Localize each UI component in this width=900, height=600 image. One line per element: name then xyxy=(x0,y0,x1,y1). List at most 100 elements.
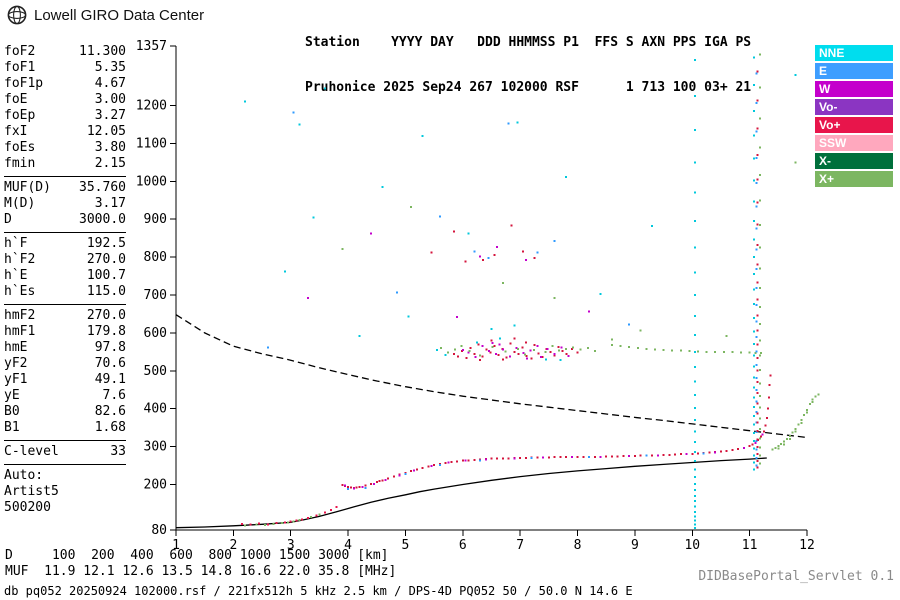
param-row-ye: yE 7.6 xyxy=(4,388,126,404)
param-label: h`F2 xyxy=(4,252,36,267)
curve-true-height-profile xyxy=(175,457,767,529)
series-spread-column-green xyxy=(759,53,761,465)
svg-text:8: 8 xyxy=(574,538,582,553)
param-label: C-level xyxy=(4,444,59,459)
param-divider xyxy=(4,232,126,233)
legend-item-vo: Vo- xyxy=(815,99,893,115)
param-value: 82.6 xyxy=(94,404,126,419)
series-noise-green xyxy=(341,161,797,341)
svg-text:1200: 1200 xyxy=(136,99,167,114)
station-header-values: Pruhonice 2025 Sep24 267 102000 RSF 1 71… xyxy=(305,80,752,95)
param-label: B1 xyxy=(4,420,20,435)
param-divider xyxy=(4,440,126,441)
svg-text:1: 1 xyxy=(172,538,180,553)
param-row-hf2: h`F2 270.0 xyxy=(4,252,126,268)
param-value: 12.05 xyxy=(86,124,126,139)
param-label: foEp xyxy=(4,108,36,123)
muf-row: MUF 11.9 12.1 12.6 13.5 14.8 16.6 22.0 3… xyxy=(5,564,397,579)
param-row-hmf1: hmF1 179.8 xyxy=(4,324,126,340)
param-row-d: D 3000.0 xyxy=(4,212,126,228)
series-f-trace-o xyxy=(341,374,772,489)
param-row-yf1: yF1 49.1 xyxy=(4,372,126,388)
series-spread-column-blue xyxy=(755,72,758,467)
brand: Lowell GIRO Data Center xyxy=(6,4,204,26)
param-label: MUF(D) xyxy=(4,180,51,195)
measurement-info-line: db pq052 20250924 102000.rsf / 221fx512h… xyxy=(4,584,633,598)
curve-muf-transmission-curve xyxy=(175,314,808,439)
param-row-he: h`E 100.7 xyxy=(4,268,126,284)
param-label: hmF1 xyxy=(4,324,36,339)
series-spread-column-red xyxy=(756,70,759,469)
param-value: 7.6 xyxy=(102,388,126,403)
param-label: hmF2 xyxy=(4,308,36,323)
svg-text:1357: 1357 xyxy=(136,39,167,54)
param-row-yf2: yF2 70.6 xyxy=(4,356,126,372)
param-value: 70.6 xyxy=(94,356,126,371)
param-label: foE xyxy=(4,92,28,107)
axis-tick-labels: 1357120011001000900800700600500400300200… xyxy=(136,39,815,553)
param-label: yF2 xyxy=(4,356,28,371)
series-second-order-green xyxy=(440,344,596,357)
svg-text:1100: 1100 xyxy=(136,136,167,151)
svg-text:12: 12 xyxy=(799,538,815,553)
param-row-b0: B0 82.6 xyxy=(4,404,126,420)
series-noise-cyan xyxy=(243,74,797,337)
svg-text:11: 11 xyxy=(742,538,758,553)
series-x-trace-tail xyxy=(771,393,820,451)
param-label: B0 xyxy=(4,404,20,419)
series-x-second-order xyxy=(611,344,763,354)
param-label: foF1p xyxy=(4,76,44,91)
station-header: Station YYYY DAY DDD HHMMSS P1 FFS S AXN… xyxy=(305,5,751,125)
svg-text:10: 10 xyxy=(684,538,700,553)
param-divider xyxy=(4,464,126,465)
param-row-hmf2: hmF2 270.0 xyxy=(4,308,126,324)
series-spread-column-cyan xyxy=(753,56,756,471)
param-row-hf: h`F 192.5 xyxy=(4,236,126,252)
brand-title: Lowell GIRO Data Center xyxy=(34,6,205,24)
param-row-fof1: foF1 5.35 xyxy=(4,60,126,76)
param-label: h`E xyxy=(4,268,28,283)
param-value: 3000.0 xyxy=(79,212,126,227)
param-value: 270.0 xyxy=(86,308,126,323)
param-label: hmE xyxy=(4,340,28,355)
param-row-fof2: foF2 11.300 xyxy=(4,44,126,60)
series-second-order-magenta xyxy=(461,342,570,360)
param-value: 4.67 xyxy=(94,76,126,91)
param-value: 3.80 xyxy=(94,140,126,155)
axes xyxy=(170,45,808,536)
legend-item-e: E xyxy=(815,63,893,79)
svg-text:3: 3 xyxy=(287,538,295,553)
svg-text:2: 2 xyxy=(229,538,237,553)
param-value: 5.35 xyxy=(94,60,126,75)
param-value: 115.0 xyxy=(86,284,126,299)
series-f-trace-magenta xyxy=(344,433,764,490)
servlet-version-label: DIDBasePortal_Servlet 0.1 xyxy=(698,569,894,584)
param-label: foF2 xyxy=(4,44,36,59)
legend-item-ssw: SSW xyxy=(815,135,893,151)
param-value: 192.5 xyxy=(86,236,126,251)
series-e-trace-green xyxy=(243,513,321,527)
auto-info-line: 500200 xyxy=(4,500,51,515)
distance-row: D 100 200 400 600 800 1000 1500 3000 [km… xyxy=(5,548,389,563)
series-e-trace-red xyxy=(241,505,338,526)
param-divider xyxy=(4,304,126,305)
param-row-fxi: fxI 12.05 xyxy=(4,124,126,140)
svg-text:400: 400 xyxy=(144,402,167,417)
param-value: 270.0 xyxy=(86,252,126,267)
param-value: 97.8 xyxy=(94,340,126,355)
svg-text:500: 500 xyxy=(144,364,167,379)
param-value: 33 xyxy=(110,444,126,459)
param-row-hes: h`Es 115.0 xyxy=(4,284,126,300)
svg-text:9: 9 xyxy=(631,538,639,553)
param-row-foes: foEs 3.80 xyxy=(4,140,126,156)
svg-text:700: 700 xyxy=(144,288,167,303)
param-label: D xyxy=(4,212,12,227)
legend-item-w: W xyxy=(815,81,893,97)
param-label: foEs xyxy=(4,140,36,155)
param-value: 35.760 xyxy=(79,180,126,195)
direction-legend: NNE E W Vo- Vo+ SSW X- X+ xyxy=(815,45,893,189)
param-value: 100.7 xyxy=(86,268,126,283)
param-row-foep: foEp 3.27 xyxy=(4,108,126,124)
